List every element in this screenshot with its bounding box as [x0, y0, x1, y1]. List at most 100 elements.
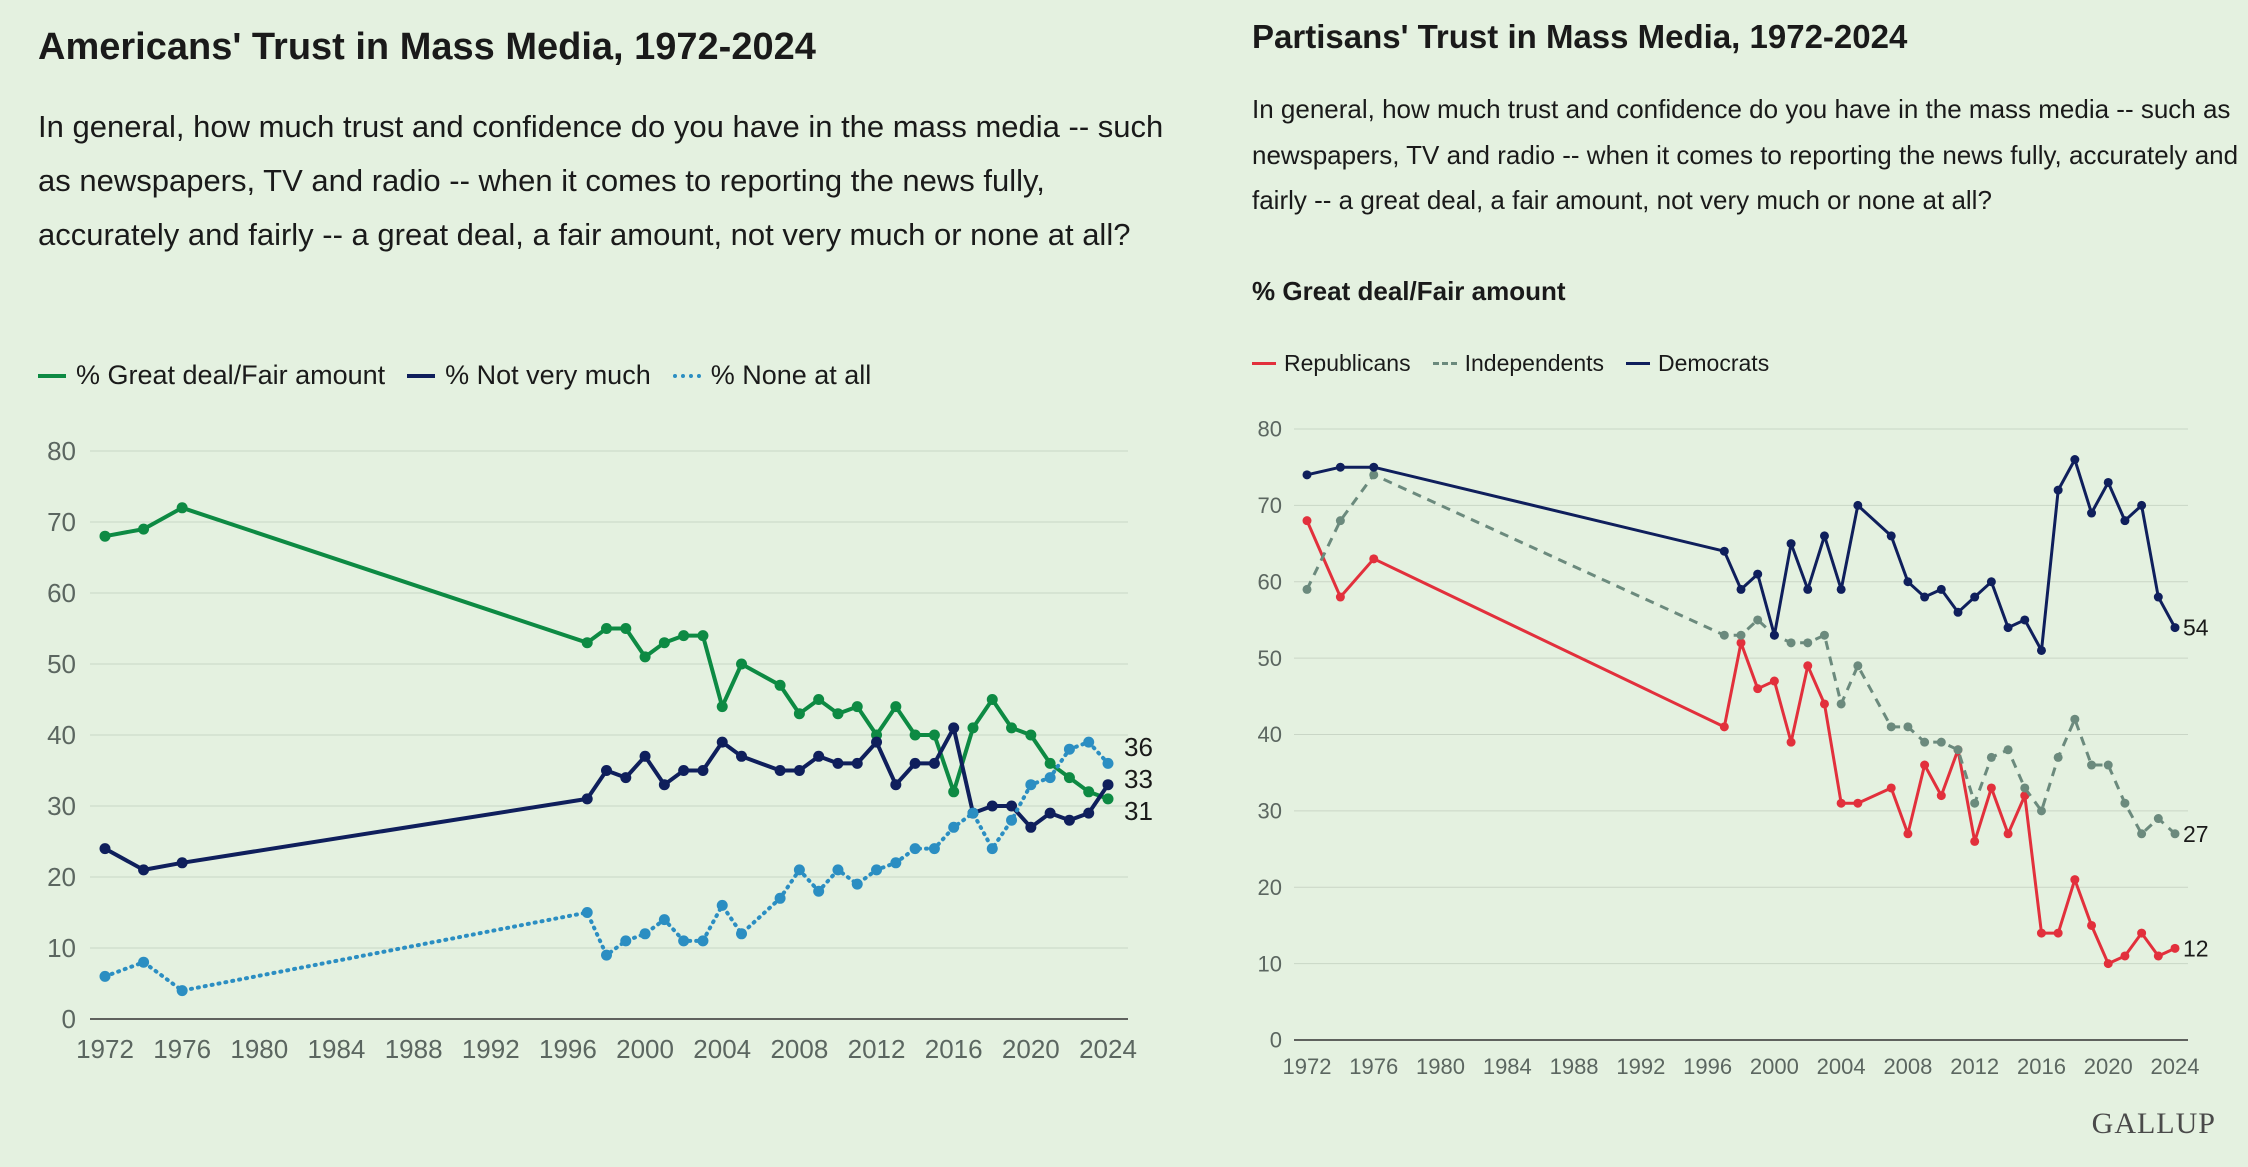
data-point-none-at-all [813, 885, 825, 897]
data-point-republicans [1786, 737, 1796, 747]
data-point-not-very-much [813, 750, 825, 762]
end-value-label: 54 [2183, 615, 2209, 641]
data-point-democrats [1803, 584, 1813, 594]
series-line-independents [1305, 473, 2177, 836]
data-point-independents [1886, 722, 1896, 732]
data-point-not-very-much [1025, 821, 1037, 833]
data-point-democrats [1903, 577, 1913, 587]
data-point-none-at-all [601, 949, 612, 961]
legend-label: % None at all [710, 360, 872, 390]
data-point-democrats [1853, 500, 1863, 510]
chart-title: Partisans' Trust in Mass Media, 1972-202… [1252, 18, 1908, 55]
data-point-independents [1335, 516, 1345, 526]
y-tick-label: 20 [47, 862, 76, 892]
data-point-independents [2137, 829, 2147, 839]
data-point-not-very-much [1044, 807, 1056, 819]
data-point-republicans [1803, 661, 1813, 671]
data-point-none-at-all [697, 935, 709, 947]
x-tick-label: 1980 [1416, 1054, 1465, 1079]
data-point-great-deal-fair-amount [774, 679, 786, 691]
data-point-republicans [1936, 791, 1946, 801]
data-point-great-deal-fair-amount [928, 729, 940, 741]
data-point-democrats [1369, 462, 1379, 472]
legend-item-none-at-all: % None at all [672, 360, 872, 391]
y-tick-label: 30 [47, 791, 76, 821]
data-point-not-very-much [948, 722, 960, 734]
end-value-label: 31 [1124, 796, 1153, 826]
data-point-none-at-all [909, 843, 921, 855]
data-point-not-very-much [909, 757, 921, 769]
x-tick-label: 2000 [616, 1034, 674, 1064]
data-point-great-deal-fair-amount [967, 722, 979, 734]
data-point-none-at-all [678, 935, 690, 947]
data-point-independents [1853, 661, 1863, 671]
data-point-republicans [1736, 638, 1746, 648]
data-point-democrats [2070, 455, 2080, 465]
data-point-none-at-all [620, 935, 632, 947]
end-value-label: 27 [2183, 821, 2209, 847]
data-point-great-deal-fair-amount [697, 630, 709, 642]
data-point-republicans [1836, 798, 1846, 808]
x-tick-label: 2024 [1079, 1034, 1137, 1064]
legend-label: Democrats [1658, 350, 1770, 376]
data-point-republicans [1769, 676, 1779, 686]
data-point-republicans [1719, 722, 1729, 732]
legend-swatch-navy [1626, 362, 1650, 365]
data-point-republicans [2170, 943, 2180, 953]
data-point-independents [1920, 737, 1930, 747]
data-point-democrats [1753, 569, 1763, 579]
x-tick-label: 1984 [1483, 1054, 1532, 1079]
series-line-not-very-much [103, 725, 1110, 872]
y-tick-label: 40 [1258, 722, 1282, 747]
data-point-none-at-all [1025, 779, 1037, 791]
data-point-democrats [1719, 546, 1729, 556]
data-point-democrats [1819, 531, 1829, 541]
data-point-none-at-all [658, 914, 670, 926]
y-tick-label: 10 [47, 933, 76, 963]
y-tick-label: 20 [1258, 875, 1282, 900]
data-point-none-at-all [967, 807, 979, 819]
data-point-not-very-much [678, 765, 690, 776]
data-point-democrats [1920, 592, 1930, 602]
legend-item-republicans: Republicans [1252, 350, 1411, 377]
legend-item-independents: Independents [1432, 350, 1604, 377]
data-point-not-very-much [601, 765, 612, 776]
data-point-none-at-all [99, 970, 111, 982]
data-point-not-very-much [138, 864, 150, 876]
end-value-label: 33 [1124, 764, 1153, 794]
x-tick-label: 2012 [1950, 1054, 1999, 1079]
data-point-democrats [2137, 500, 2147, 510]
data-point-republicans [2036, 928, 2046, 938]
data-point-not-very-much [176, 857, 188, 869]
x-tick-label: 2020 [2084, 1054, 2133, 1079]
x-tick-label: 1972 [1283, 1054, 1332, 1079]
data-point-none-at-all [928, 843, 940, 855]
data-point-great-deal-fair-amount [581, 637, 593, 649]
data-point-independents [1953, 745, 1963, 755]
y-tick-label: 30 [1258, 799, 1282, 824]
data-point-democrats [1736, 584, 1746, 594]
data-point-great-deal-fair-amount [1083, 786, 1095, 798]
data-point-not-very-much [774, 765, 786, 776]
data-point-independents [2036, 806, 2046, 816]
americans-trust-line-chart: 0 10 20 30 40 50 60 70 80 1972 1976 1980 1984 1988 199… [47, 436, 1153, 1064]
data-point-great-deal-fair-amount [99, 530, 111, 542]
data-point-democrats [2103, 477, 2113, 487]
data-point-not-very-much [658, 779, 670, 791]
data-point-great-deal-fair-amount [1044, 757, 1056, 769]
legend-swatch-green [38, 373, 66, 378]
x-tick-label: 1996 [539, 1034, 597, 1064]
data-point-great-deal-fair-amount [138, 523, 150, 535]
data-point-republicans [2087, 920, 2097, 930]
data-point-none-at-all [581, 907, 593, 918]
data-point-great-deal-fair-amount [1006, 722, 1018, 734]
data-point-none-at-all [138, 956, 150, 968]
data-point-democrats [2170, 623, 2180, 633]
data-point-none-at-all [1044, 772, 1056, 784]
y-tick-label: 70 [1258, 493, 1282, 518]
data-point-independents [2020, 783, 2030, 793]
end-value-label: 12 [2183, 935, 2209, 961]
data-point-not-very-much [1006, 800, 1018, 812]
data-point-republicans [1986, 783, 1996, 793]
chart-title: Americans' Trust in Mass Media, 1972-202… [38, 26, 816, 68]
